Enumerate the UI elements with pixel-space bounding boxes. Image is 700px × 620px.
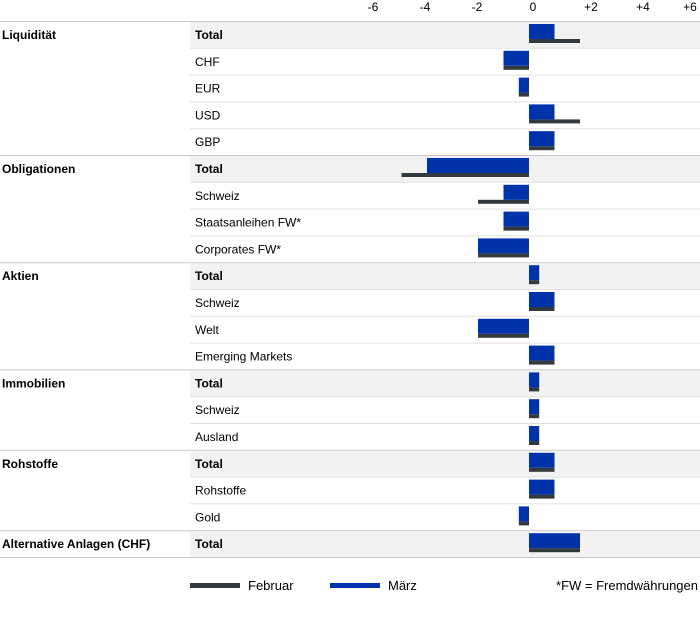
x-tick-label: -2	[472, 0, 483, 14]
bar-februar	[529, 146, 555, 151]
row-background	[190, 263, 700, 289]
x-tick-label: +4	[636, 0, 650, 14]
bar-maerz	[427, 158, 529, 173]
bar-maerz	[503, 50, 529, 66]
row-label: Ausland	[195, 430, 238, 444]
bar-februar	[529, 280, 540, 285]
row-label: Emerging Markets	[195, 350, 292, 364]
legend-label-maerz: März	[388, 578, 417, 593]
bar-maerz	[529, 533, 580, 549]
row-label: Corporates FW*	[195, 242, 281, 256]
chart-legend: Februar März *FW = Fremdwährungen	[190, 578, 700, 598]
legend-item-februar: Februar	[190, 578, 294, 593]
x-tick-label: +6	[683, 0, 697, 14]
bar-maerz	[478, 238, 529, 254]
legend-item-maerz: März	[330, 578, 417, 593]
bar-februar	[529, 548, 580, 553]
group-label: Rohstoffe	[2, 457, 58, 471]
row-label: Total	[195, 162, 223, 176]
bar-maerz	[529, 399, 540, 415]
row-label: GBP	[195, 135, 220, 149]
group-label: Liquidität	[2, 28, 56, 42]
bar-februar	[478, 333, 529, 338]
row-label: Total	[195, 376, 223, 390]
bar-februar	[529, 360, 555, 365]
legend-label-februar: Februar	[248, 578, 294, 593]
bar-februar	[529, 414, 540, 419]
x-tick-label: 0	[530, 0, 537, 14]
row-background	[190, 531, 700, 557]
bar-maerz	[529, 265, 540, 281]
x-tick-label: -4	[420, 0, 431, 14]
bar-maerz	[529, 372, 540, 388]
bar-februar	[529, 467, 555, 472]
bar-maerz	[503, 211, 529, 227]
row-label: CHF	[195, 55, 220, 69]
bar-februar	[529, 119, 580, 124]
legend-swatch-februar	[190, 583, 240, 588]
bar-februar	[478, 199, 529, 204]
row-label: EUR	[195, 82, 221, 96]
bar-maerz	[529, 479, 555, 495]
row-label: Gold	[195, 510, 220, 524]
group-label: Immobilien	[2, 376, 65, 390]
row-background	[190, 450, 700, 477]
row-label: Total	[195, 28, 223, 42]
bar-maerz	[529, 292, 555, 307]
bar-februar	[518, 92, 529, 97]
bar-februar	[503, 65, 529, 70]
bar-maerz	[529, 131, 555, 147]
bar-maerz	[529, 426, 540, 441]
row-label: Schweiz	[195, 296, 240, 310]
row-label: USD	[195, 108, 221, 122]
row-label: Schweiz	[195, 189, 240, 203]
bar-maerz	[529, 24, 555, 39]
allocation-bar-chart: -6 -4 -2 0 +2 +4 +6 Liquidität Total CHF EUR USD GBP…	[0, 0, 700, 558]
bar-maerz	[529, 345, 555, 361]
row-label: Total	[195, 269, 223, 283]
bar-maerz	[478, 318, 529, 334]
group-label: Aktien	[2, 269, 39, 283]
bar-februar	[529, 307, 555, 311]
bar-februar	[529, 494, 555, 499]
bar-februar	[401, 173, 529, 177]
row-background	[190, 22, 700, 48]
bar-februar	[529, 39, 580, 43]
footnote: *FW = Fremdwährungen	[556, 578, 698, 593]
bar-maerz	[518, 77, 529, 93]
group-label: Alternative Anlagen (CHF)	[2, 537, 150, 551]
bar-maerz	[518, 506, 529, 522]
row-label: Total	[195, 537, 223, 551]
bar-februar	[529, 441, 540, 445]
row-background	[190, 370, 700, 397]
bar-februar	[518, 521, 529, 526]
row-label: Welt	[195, 323, 219, 337]
bar-februar	[503, 226, 529, 231]
bar-februar	[478, 253, 529, 258]
bar-maerz	[529, 452, 555, 468]
x-tick-label: -6	[368, 0, 379, 14]
row-label: Schweiz	[195, 403, 240, 417]
group-label: Obligationen	[2, 162, 75, 176]
legend-swatch-maerz	[330, 583, 380, 588]
row-label: Staatsanleihen FW*	[195, 216, 301, 230]
bar-februar	[529, 387, 540, 392]
row-label: Rohstoffe	[195, 484, 246, 498]
bar-maerz	[503, 184, 529, 200]
row-label: Total	[195, 457, 223, 471]
x-tick-label: +2	[584, 0, 598, 14]
bar-maerz	[529, 104, 555, 120]
